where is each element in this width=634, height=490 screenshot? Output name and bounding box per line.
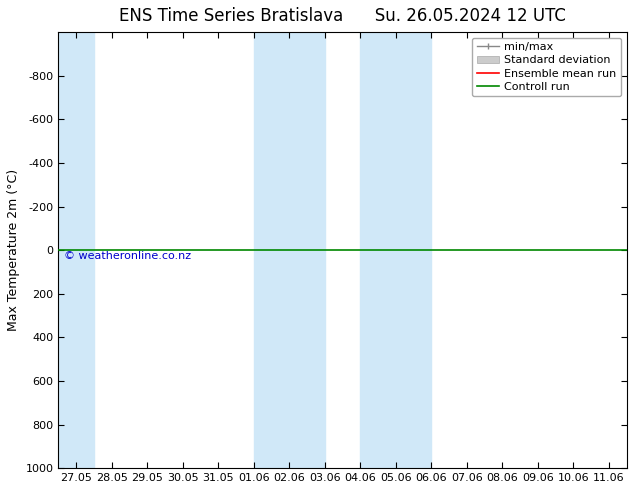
Text: © weatheronline.co.nz: © weatheronline.co.nz — [64, 251, 191, 262]
Y-axis label: Max Temperature 2m (°C): Max Temperature 2m (°C) — [7, 169, 20, 331]
Bar — [254, 32, 325, 468]
Bar — [58, 32, 94, 468]
Bar — [360, 32, 431, 468]
Title: ENS Time Series Bratislava      Su. 26.05.2024 12 UTC: ENS Time Series Bratislava Su. 26.05.202… — [119, 7, 566, 25]
Legend: min/max, Standard deviation, Ensemble mean run, Controll run: min/max, Standard deviation, Ensemble me… — [472, 38, 621, 97]
